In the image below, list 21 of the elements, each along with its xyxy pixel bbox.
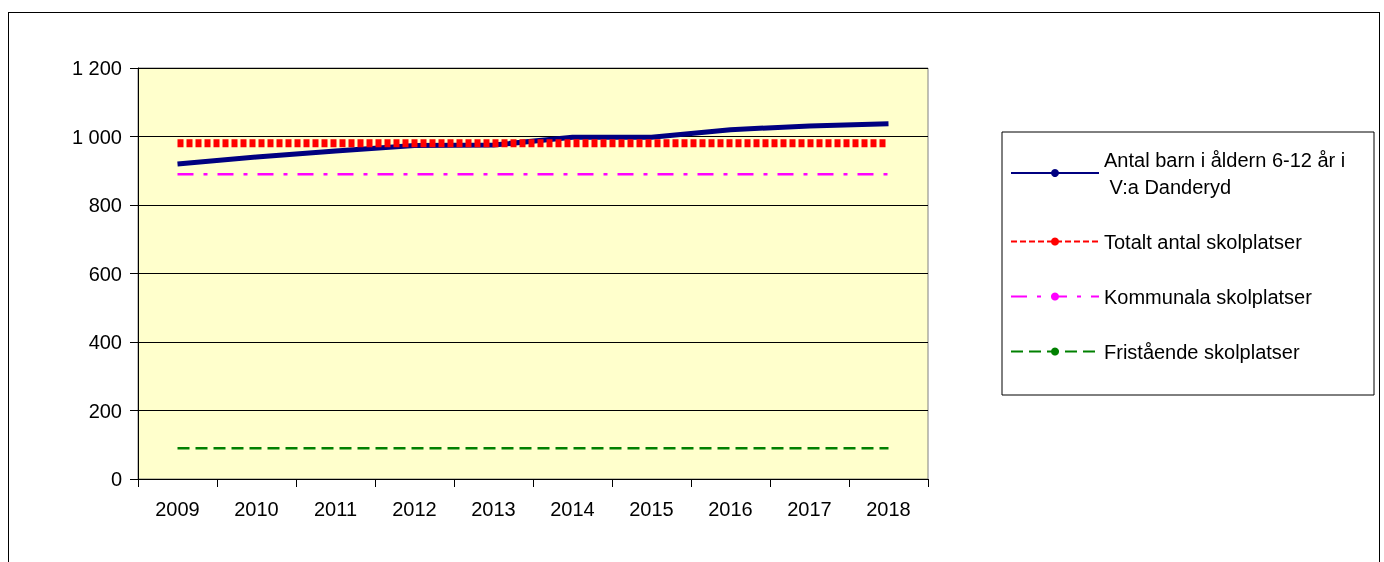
y-tick-label: 1 200 — [71, 57, 122, 79]
y-tick-label: 1 000 — [71, 125, 122, 148]
x-tick-label: 2017 — [787, 498, 832, 520]
x-tick-label: 2014 — [550, 498, 595, 520]
legend-label: Kommunala skolplatser — [1104, 285, 1313, 308]
legend-label: Totalt antal skolplatser — [1104, 230, 1303, 253]
y-tick-label: 400 — [88, 331, 122, 353]
x-tick-label: 2018 — [866, 498, 911, 520]
y-tick-label: 600 — [88, 262, 122, 285]
x-tick-label: 2013 — [471, 498, 516, 520]
y-tick-label: 0 — [110, 468, 122, 490]
x-tick-label: 2012 — [392, 498, 437, 520]
legend-label: Antal barn i åldern 6-12 år i V:a Danderyd — [1104, 148, 1346, 198]
y-tick-label: 800 — [88, 194, 122, 216]
y-tick-label: 200 — [88, 399, 122, 422]
x-tick-label: 2016 — [708, 498, 753, 520]
x-tick-label: 2015 — [629, 498, 674, 520]
x-tick-label: 2010 — [234, 498, 279, 520]
legend-label: Fristående skolplatser — [1104, 340, 1300, 363]
x-tick-label: 2009 — [155, 498, 200, 520]
x-tick-label: 2011 — [313, 498, 358, 520]
